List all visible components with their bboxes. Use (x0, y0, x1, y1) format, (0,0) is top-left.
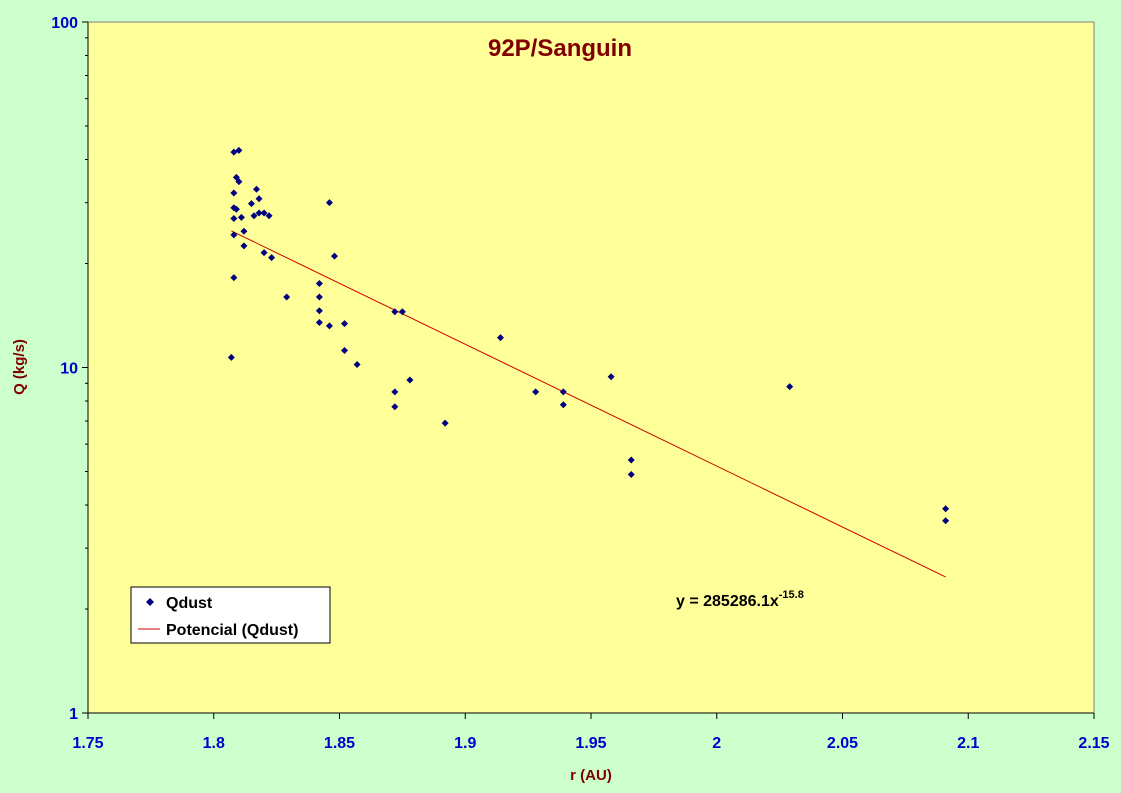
data-point (391, 403, 399, 411)
data-point (391, 308, 399, 316)
data-point (532, 388, 540, 396)
x-tick-label: 2.05 (827, 735, 858, 752)
data-point (240, 227, 248, 235)
x-axis-title: r (AU) (570, 767, 612, 784)
data-point (353, 361, 361, 369)
x-tick-label: 1.8 (203, 735, 225, 752)
equation-exponent: -15.8 (779, 589, 804, 601)
y-tick-label: 10 (60, 361, 78, 378)
legend-marker-diamond-icon (146, 598, 154, 606)
y-axis-title: Q (kg/s) (11, 339, 28, 395)
data-point (406, 376, 414, 384)
data-point (627, 456, 635, 464)
y-tick-label: 100 (51, 15, 78, 32)
x-tick-label: 1.85 (324, 735, 355, 752)
data-point (235, 178, 243, 186)
chart-title: 92P/Sanguin (488, 35, 632, 62)
data-point (253, 185, 261, 193)
data-point (230, 214, 238, 222)
data-point (942, 505, 950, 513)
trendline (231, 230, 946, 578)
data-point (341, 346, 349, 354)
x-tick-label: 2 (712, 735, 721, 752)
data-point (255, 195, 263, 203)
x-tick-label: 2.15 (1078, 735, 1109, 752)
y-axis: 1 10 100 (51, 15, 89, 723)
data-point (325, 322, 333, 330)
data-point (230, 231, 238, 239)
x-axis: 1.75 1.8 1.85 1.9 1.95 2 2.05 2.1 2.15 (72, 712, 1110, 752)
legend-label-potencial: Potencial (Qdust) (166, 622, 298, 639)
data-points (227, 146, 950, 525)
legend-label-qdust: Qdust (166, 595, 213, 612)
data-point (232, 205, 240, 213)
data-point (315, 280, 323, 288)
data-point (398, 308, 406, 316)
data-point (237, 213, 245, 221)
data-point (330, 252, 338, 260)
y-tick-label: 1 (69, 706, 78, 723)
data-point (230, 189, 238, 197)
legend-box (130, 586, 331, 644)
data-point (341, 320, 349, 328)
data-point (391, 388, 399, 396)
data-point (786, 383, 794, 391)
data-point (230, 274, 238, 282)
data-point (315, 293, 323, 301)
data-point (250, 212, 258, 220)
x-tick-label: 1.9 (454, 735, 476, 752)
data-point (496, 334, 504, 342)
data-point (268, 254, 276, 262)
data-point (227, 353, 235, 361)
data-point (315, 307, 323, 315)
data-point (255, 209, 263, 217)
data-point (441, 419, 449, 427)
x-tick-label: 1.75 (72, 735, 103, 752)
data-point (240, 242, 248, 250)
equation-label: y = 285286.1x-15.8 (676, 589, 804, 610)
legend: Qdust Potencial (Qdust) (130, 586, 331, 644)
data-point (607, 373, 615, 381)
equation-base: y = 285286.1x (676, 593, 779, 610)
data-point (235, 146, 243, 154)
data-point (260, 249, 268, 257)
data-point (315, 318, 323, 326)
x-tick-label: 2.1 (957, 735, 979, 752)
data-point (325, 199, 333, 207)
data-point (627, 471, 635, 479)
data-point (559, 388, 567, 396)
data-point (559, 401, 567, 409)
data-point (260, 209, 268, 217)
x-tick-label: 1.95 (575, 735, 606, 752)
data-point (942, 517, 950, 525)
data-point (247, 200, 255, 208)
data-point (283, 293, 291, 301)
data-point (265, 212, 273, 220)
